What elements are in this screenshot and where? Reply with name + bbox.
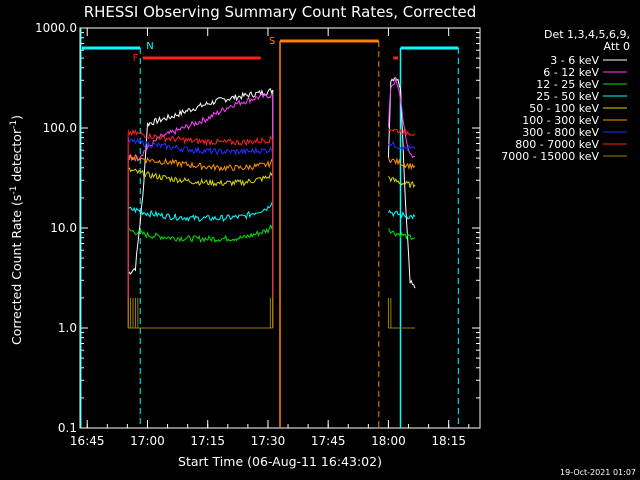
timestamp: 19-Oct-2021 01:07 — [560, 468, 636, 477]
x-tick-label-1: 17:00 — [130, 434, 165, 448]
x-tick-label-2: 17:15 — [190, 434, 225, 448]
F-label: F — [133, 53, 139, 64]
legend-header-line1: Det 1,3,4,5,6,9, — [544, 28, 630, 41]
x-tick-label-4: 17:45 — [311, 434, 346, 448]
x-tick-label-0: 16:45 — [70, 434, 105, 448]
series-line-2-seg2 — [387, 228, 416, 240]
series-line-7-seg2 — [388, 128, 416, 136]
legend-label-8: 7000 - 15000 keV — [501, 150, 599, 163]
series-line-7-seg1 — [127, 128, 273, 147]
series-line-5-seg2 — [387, 156, 416, 171]
series-line-3-seg1 — [127, 199, 274, 223]
y-axis-label: Corrected Count Rate (s-1 detector-1) — [9, 115, 24, 345]
series-group — [127, 77, 416, 329]
x-tick-label-3: 17:30 — [251, 434, 286, 448]
series-line-0-seg1 — [127, 88, 274, 275]
y-tick-label-0: 1000.0 — [35, 21, 77, 35]
legend-label-5: 100 - 300 keV — [522, 114, 599, 127]
legend-label-3: 25 - 50 keV — [536, 90, 599, 103]
chart-title: RHESSI Observing Summary Count Rates, Co… — [84, 3, 477, 21]
x-axis-label: Start Time (06-Aug-11 16:43:02) — [178, 454, 382, 469]
series-line-4-seg1 — [127, 167, 274, 187]
series-line-2-seg1 — [127, 223, 274, 243]
y-tick-label-2: 10.0 — [50, 221, 77, 235]
S-label: S — [269, 36, 275, 47]
series-line-5-seg1 — [127, 153, 274, 173]
y-tick-label-1: 100.0 — [43, 121, 77, 135]
series-line-4-seg2 — [387, 176, 416, 189]
legend-label-2: 12 - 25 keV — [536, 78, 599, 91]
legend-label-7: 800 - 7000 keV — [515, 138, 599, 151]
ticks-group: 16:45 17:00 17:15 17:30 17:45 18:00 18:15 1000.… — [35, 21, 480, 448]
series-line-3-seg2 — [387, 209, 416, 220]
legend-label-4: 50 - 100 keV — [529, 102, 599, 115]
series-line-1-seg2 — [387, 77, 415, 159]
legend-label-6: 300 - 800 keV — [522, 126, 599, 139]
series-line-6-seg2 — [388, 140, 416, 152]
legend-label-1: 6 - 12 keV — [543, 66, 599, 79]
y-tick-label-4: 0.1 — [58, 421, 77, 435]
marks-group: NF S — [80, 28, 459, 428]
x-tick-label-6: 18:15 — [431, 434, 466, 448]
y-tick-label-3: 1.0 — [58, 321, 77, 335]
x-tick-label-5: 18:00 — [371, 434, 406, 448]
series-line-0-seg2 — [387, 77, 416, 289]
legend-header-line2: Att 0 — [604, 40, 630, 53]
legend-label-0: 3 - 6 keV — [550, 54, 599, 67]
series-line-6-seg1 — [127, 138, 274, 156]
N-label: N — [146, 41, 153, 52]
